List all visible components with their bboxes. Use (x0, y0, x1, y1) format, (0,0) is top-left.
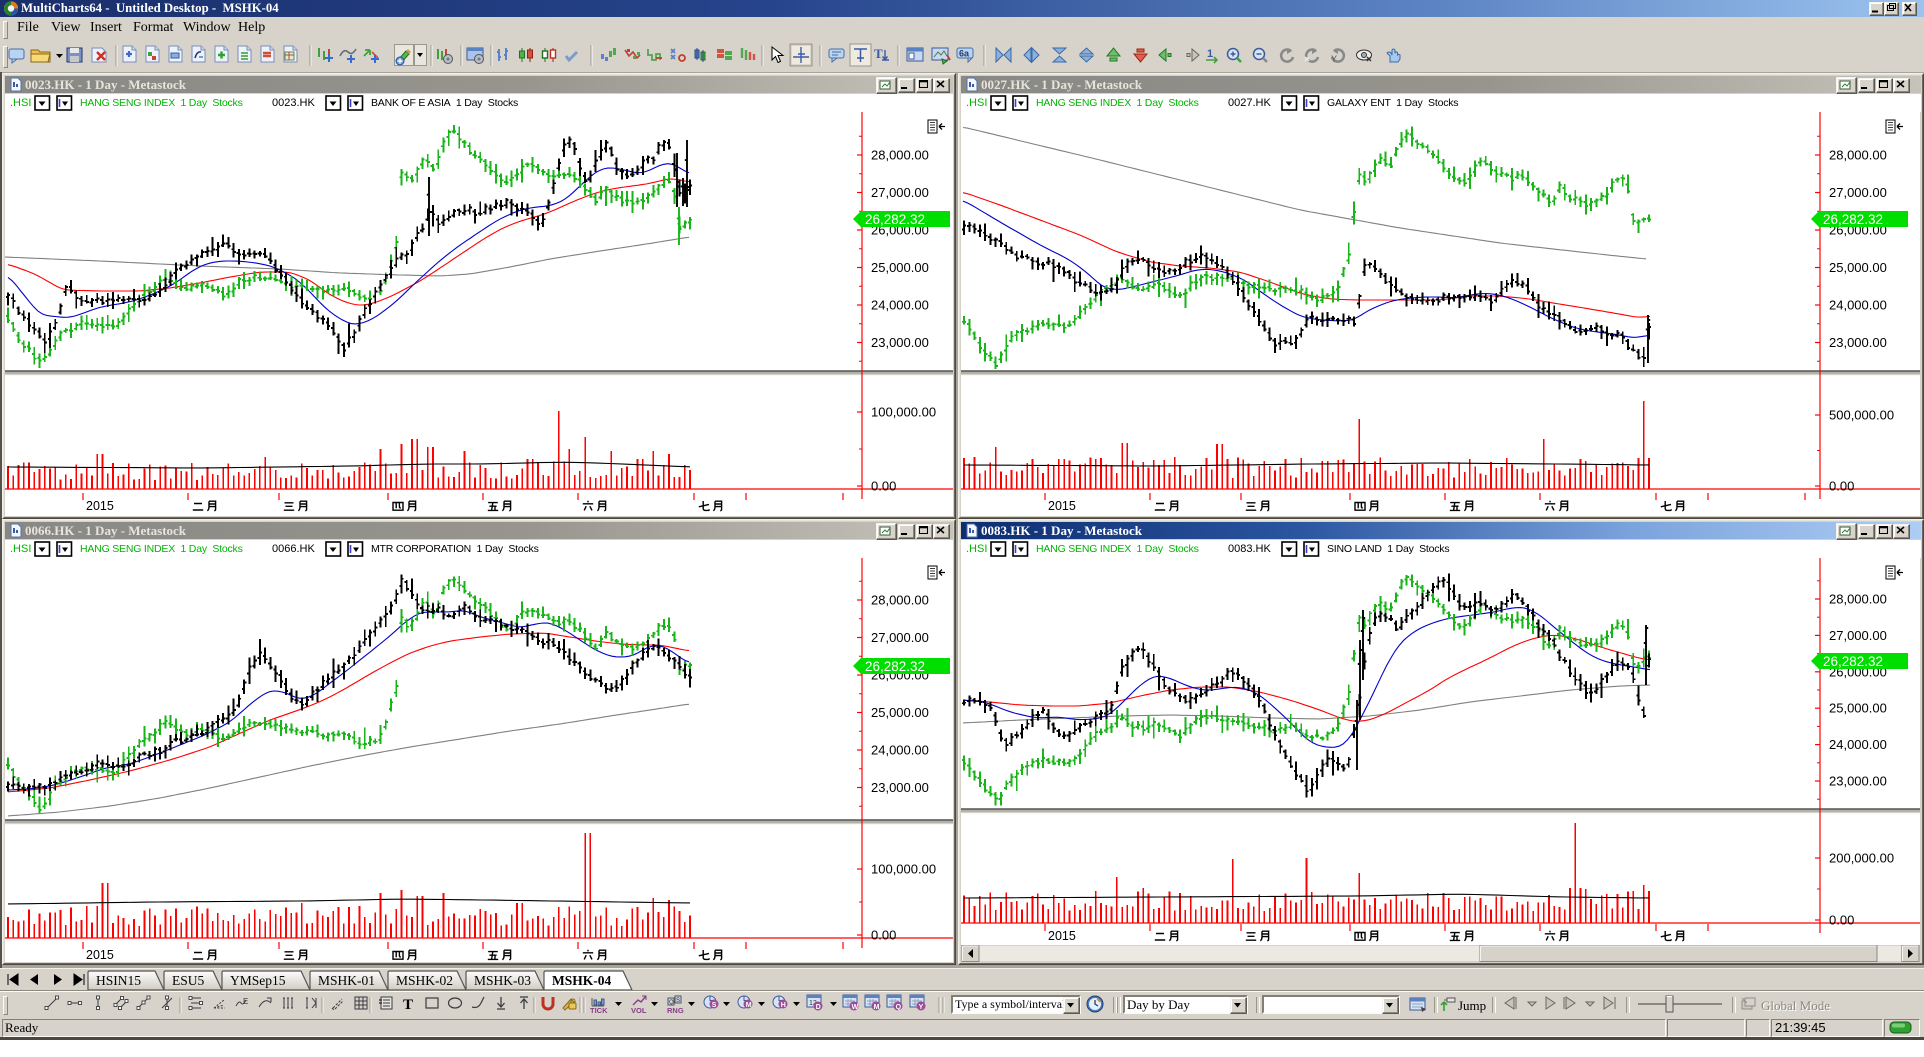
svg-text:TICK: TICK (590, 1006, 608, 1015)
svg-text:26,282.32: 26,282.32 (1823, 212, 1883, 227)
svg-text:100,000.00: 100,000.00 (871, 405, 936, 420)
svg-text:YMSep15: YMSep15 (230, 973, 286, 988)
svg-text:MSHK-03: MSHK-03 (474, 973, 531, 988)
svg-text:Y: Y (919, 1004, 924, 1011)
svg-text:27,000.00: 27,000.00 (1829, 628, 1887, 643)
svg-text:24,000.00: 24,000.00 (1829, 298, 1887, 313)
svg-text:0.00: 0.00 (1829, 479, 1854, 494)
svg-text:W: W (852, 1004, 859, 1011)
svg-text:MSHK-04: MSHK-04 (552, 973, 611, 988)
svg-text:S: S (712, 1002, 717, 1009)
svg-text:6a: 6a (959, 49, 970, 59)
svg-text:27,000.00: 27,000.00 (871, 630, 929, 645)
svg-text:26,282.32: 26,282.32 (865, 212, 925, 227)
svg-text:2015: 2015 (86, 948, 114, 962)
svg-text:28,000.00: 28,000.00 (871, 148, 929, 163)
svg-text:25,000.00: 25,000.00 (1829, 701, 1887, 716)
svg-text:25,000.00: 25,000.00 (871, 705, 929, 720)
svg-text:100,000.00: 100,000.00 (871, 862, 936, 877)
svg-text:24,000.00: 24,000.00 (871, 298, 929, 313)
svg-text:ESU5: ESU5 (172, 973, 205, 988)
svg-text:26,282.32: 26,282.32 (865, 659, 925, 674)
svg-text:24,000.00: 24,000.00 (1829, 737, 1887, 752)
svg-text:27,000.00: 27,000.00 (1829, 185, 1887, 200)
svg-text:0.00: 0.00 (1829, 913, 1854, 928)
svg-text:2015: 2015 (1048, 929, 1076, 943)
svg-text:2015: 2015 (86, 499, 114, 513)
svg-text:23,000.00: 23,000.00 (1829, 774, 1887, 789)
svg-text:E: E (243, 997, 248, 1006)
svg-text:VOL: VOL (631, 1006, 647, 1015)
svg-text:2015: 2015 (1048, 499, 1076, 513)
svg-text:500,000.00: 500,000.00 (1829, 408, 1894, 423)
svg-text:M: M (746, 1002, 752, 1009)
svg-text:28,000.00: 28,000.00 (871, 593, 929, 608)
svg-text:28,000.00: 28,000.00 (1829, 148, 1887, 163)
svg-text:HSIN15: HSIN15 (96, 973, 141, 988)
svg-text:23,000.00: 23,000.00 (871, 780, 929, 795)
svg-text:26,282.32: 26,282.32 (1823, 654, 1883, 669)
svg-text:MSHK-02: MSHK-02 (396, 973, 453, 988)
svg-text:Y: Y (1331, 54, 1337, 64)
svg-text:H: H (781, 1002, 786, 1009)
svg-text:24,000.00: 24,000.00 (871, 743, 929, 758)
svg-text:27,000.00: 27,000.00 (871, 185, 929, 200)
svg-text:T: T (874, 46, 883, 61)
svg-text:23,000.00: 23,000.00 (871, 335, 929, 350)
svg-text:25,000.00: 25,000.00 (871, 260, 929, 275)
svg-text:M: M (874, 1004, 880, 1011)
svg-text:23,000.00: 23,000.00 (1829, 335, 1887, 350)
svg-text:12: 12 (809, 1000, 817, 1007)
svg-text:200,000.00: 200,000.00 (1829, 851, 1894, 866)
svg-text:28,000.00: 28,000.00 (1829, 592, 1887, 607)
svg-text:0.00: 0.00 (871, 479, 896, 494)
svg-text:RNG: RNG (667, 1006, 684, 1015)
svg-text:0.00: 0.00 (871, 928, 896, 943)
svg-text:D: D (816, 1004, 821, 1011)
svg-text:Q: Q (669, 1000, 674, 1006)
svg-text:25,000.00: 25,000.00 (1829, 260, 1887, 275)
svg-text:MSHK-01: MSHK-01 (318, 973, 375, 988)
svg-text:1: 1 (1207, 48, 1213, 60)
svg-text:Q: Q (896, 1004, 902, 1011)
svg-text:T: T (403, 997, 413, 1013)
svg-text:S: S (676, 998, 680, 1004)
